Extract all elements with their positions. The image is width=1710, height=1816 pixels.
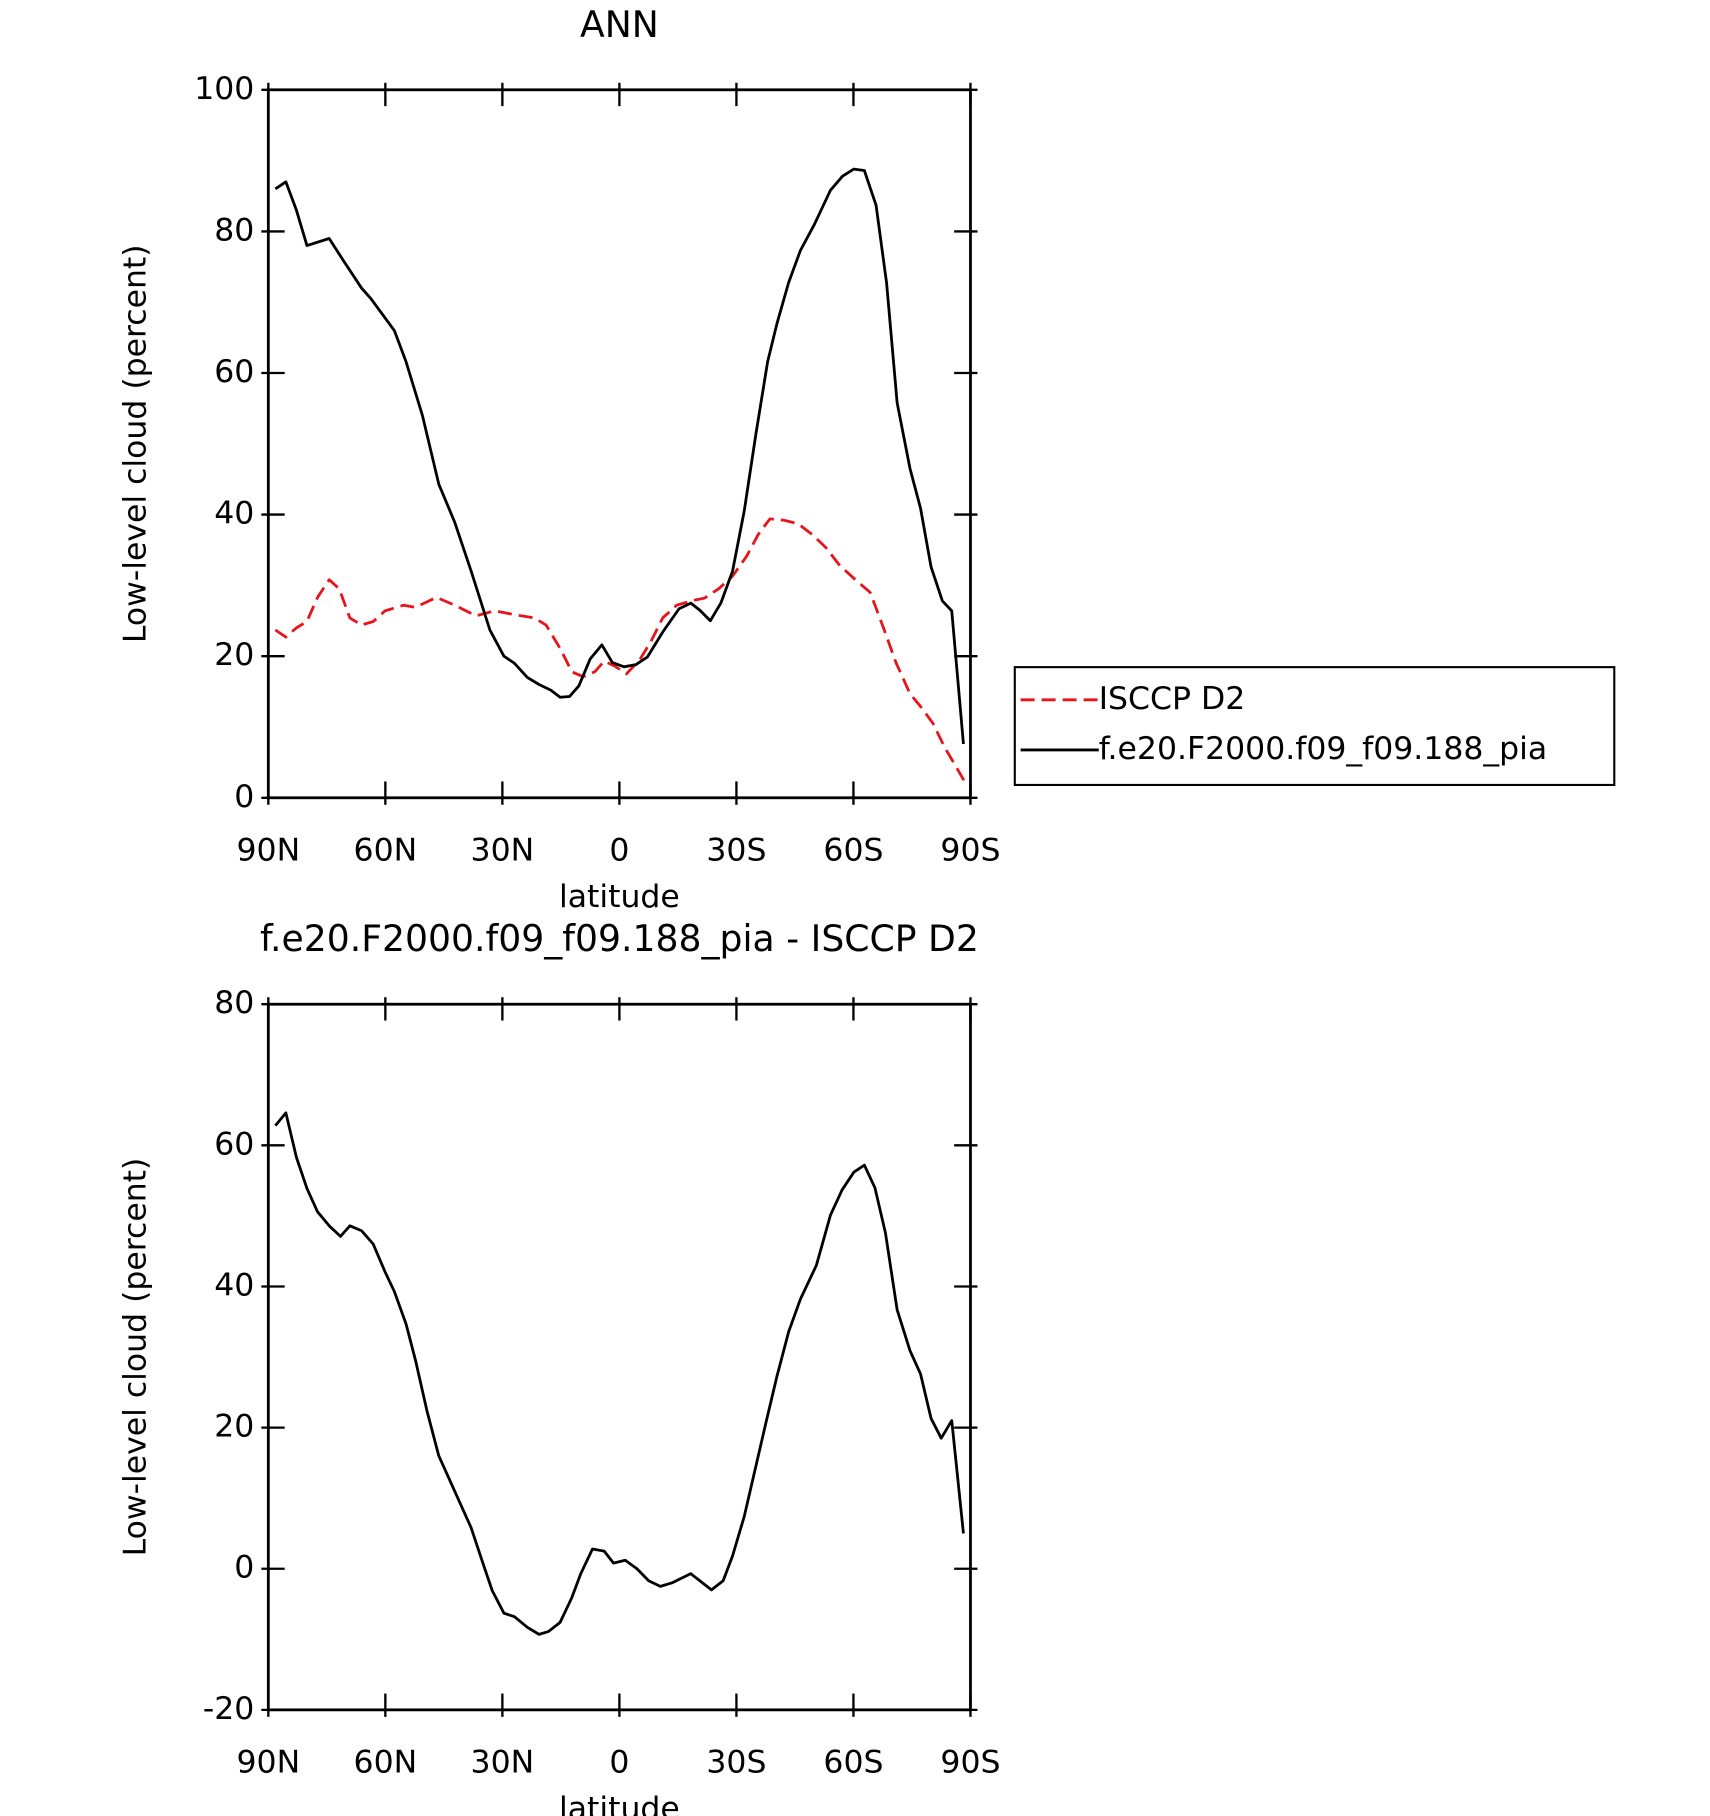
chart-title: ANN xyxy=(580,3,659,46)
x-tick-label: 90S xyxy=(940,1745,1000,1781)
y-tick-label: -20 xyxy=(203,1691,254,1727)
x-axis-label: latitude xyxy=(559,879,680,915)
plot-frame xyxy=(266,1002,972,1712)
x-tick-label: 90N xyxy=(237,832,301,868)
x-tick-label: 90N xyxy=(237,1745,301,1781)
y-tick-label: 80 xyxy=(214,212,254,248)
x-tick-label: 30N xyxy=(471,1745,535,1781)
data-line xyxy=(274,1111,965,1636)
y-axis-label: Low-level cloud (percent) xyxy=(118,244,154,643)
x-tick-label: 60N xyxy=(354,832,418,868)
y-tick-label: 60 xyxy=(214,1126,254,1162)
legend-box xyxy=(1013,666,1616,787)
chart-title: f.e20.F2000.f09_f09.188_pia - ISCCP D2 xyxy=(260,917,979,960)
x-tick-label: 60N xyxy=(354,1745,418,1781)
y-tick-label: 80 xyxy=(214,985,254,1021)
y-tick-label: 40 xyxy=(214,1267,254,1303)
y-axis-label: Low-level cloud (percent) xyxy=(118,1158,154,1557)
y-tick-label: 100 xyxy=(194,71,254,107)
y-tick-label: 0 xyxy=(234,1550,254,1586)
y-tick-label: 40 xyxy=(214,496,254,532)
y-tick-label: 20 xyxy=(214,1409,254,1445)
x-axis-label: latitude xyxy=(559,1791,680,1816)
x-tick-label: 30N xyxy=(471,832,535,868)
x-tick-label: 60S xyxy=(823,1745,883,1781)
y-tick-label: 60 xyxy=(214,354,254,390)
x-tick-label: 90S xyxy=(940,832,1000,868)
y-tick-label: 20 xyxy=(214,637,254,673)
x-tick-label: 60S xyxy=(823,832,883,868)
legend-label: f.e20.F2000.f09_f09.188_pia xyxy=(1099,731,1547,767)
plot-frame xyxy=(266,88,972,800)
x-tick-label: 30S xyxy=(706,832,766,868)
data-line xyxy=(274,167,965,745)
x-tick-label: 0 xyxy=(609,832,629,868)
data-line xyxy=(274,517,968,785)
legend-label: ISCCP D2 xyxy=(1099,681,1246,717)
x-tick-label: 30S xyxy=(706,1745,766,1781)
x-tick-label: 0 xyxy=(609,1745,629,1781)
y-tick-label: 0 xyxy=(234,779,254,815)
